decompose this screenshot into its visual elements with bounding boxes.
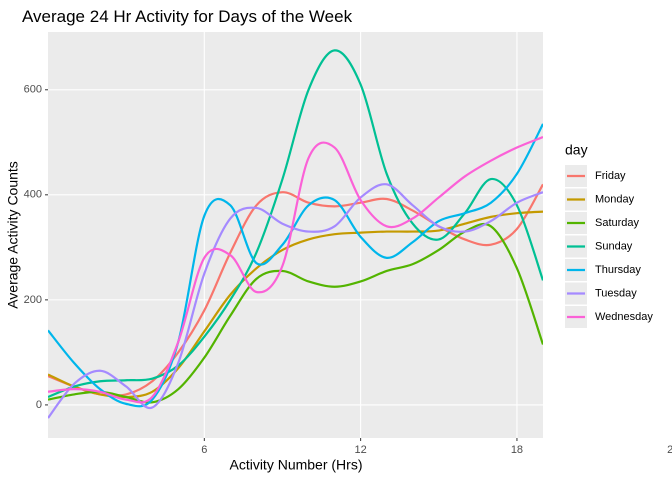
series-line [48, 123, 543, 408]
legend-label: Thursday [595, 264, 641, 276]
legend-label: Wednesday [595, 311, 653, 323]
panel [48, 32, 543, 438]
y-tick-label: 400 [24, 189, 42, 201]
series-line [48, 136, 543, 404]
legend-label: Saturday [595, 217, 640, 229]
x-tick-label: 24 [667, 444, 672, 456]
y-axis-title: Average Activity Counts [5, 161, 21, 309]
y-tick-label: 600 [24, 84, 42, 96]
x-axis-title: Activity Number (Hrs) [229, 457, 362, 473]
y-tick-label: 200 [24, 294, 42, 306]
series-line [48, 183, 543, 397]
x-tick-label: 18 [511, 444, 523, 456]
y-tick-label: 0 [36, 399, 42, 411]
legend-label: Sunday [595, 240, 633, 252]
chart-title: Average 24 Hr Activity for Days of the W… [22, 7, 353, 26]
legend-label: Tuesday [595, 287, 637, 299]
legend-label: Friday [595, 170, 626, 182]
x-tick-label: 12 [355, 444, 367, 456]
series-line [48, 49, 543, 399]
x-tick-label: 6 [201, 444, 207, 456]
legend-label: Monday [595, 193, 635, 205]
legend-title: day [565, 142, 588, 158]
